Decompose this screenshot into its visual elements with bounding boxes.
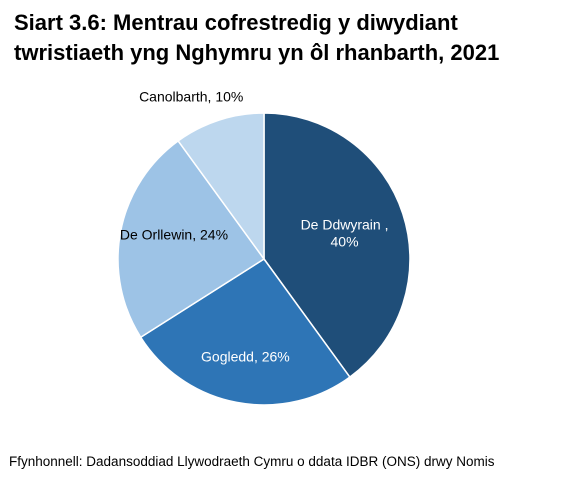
- pie-label-gogledd: Gogledd, 26%: [201, 349, 290, 365]
- pie-slice-gogledd: [139, 257, 351, 406]
- pie-label-de-orllewin: De Orllewin, 24%: [120, 227, 228, 243]
- pie-label-de-ddwyrain: De Ddwyrain , 40%: [301, 216, 389, 249]
- source-note: Ffynhonnell: Dadansoddiad Llywodraeth Cy…: [9, 454, 495, 469]
- pie-slice-canolbarth: [177, 112, 265, 262]
- pie-slice-de-ddwyrain: [263, 112, 411, 379]
- pie-label-canolbarth: Canolbarth, 10%: [139, 89, 243, 105]
- chart-title-line-2: twristiaeth yng Nghymru yn ôl rhanbarth,…: [14, 40, 500, 65]
- pie-slices: [117, 112, 411, 406]
- chart-title-line-1: Siart 3.6: Mentrau cofrestredig y diwydi…: [14, 10, 458, 35]
- pie-labels: De Ddwyrain , 40% Gogledd, 26% De Orllewin,…: [120, 89, 389, 365]
- chart-title: Siart 3.6: Mentrau cofrestredig y diwydi…: [14, 8, 574, 68]
- pie-slice-de-orllewin: [117, 139, 266, 339]
